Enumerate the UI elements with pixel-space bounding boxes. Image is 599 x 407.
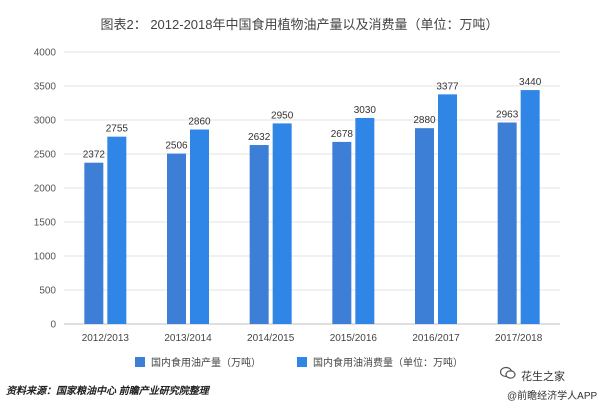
bar-production	[332, 141, 352, 324]
bar-consumption	[107, 136, 127, 324]
data-label: 2860	[188, 117, 211, 128]
y-tick-label: 3000	[34, 116, 57, 127]
y-tick-label: 2000	[34, 184, 57, 195]
x-tick-label: 2013/2014	[164, 333, 212, 344]
chart-title: 图表2： 2012-2018年中国食用植物油产量以及消费量（单位：万吨）	[100, 17, 499, 32]
brand-name: 花生之家	[521, 371, 565, 383]
bar-production	[249, 145, 269, 324]
bar-production	[497, 122, 517, 325]
data-label: 2506	[165, 141, 188, 152]
y-tick-label: 4000	[34, 48, 57, 59]
bar-consumption	[355, 117, 375, 325]
y-tick-label: 500	[39, 286, 56, 297]
bar-consumption	[520, 90, 540, 324]
data-label: 2372	[83, 150, 106, 161]
data-label: 2950	[271, 110, 294, 121]
bar-consumption	[438, 94, 457, 324]
data-label: 3377	[436, 81, 459, 92]
data-label: 3030	[354, 105, 377, 116]
x-tick-label: 2012/2013	[82, 333, 130, 344]
legend-swatch-consumption	[297, 356, 307, 367]
y-tick-label: 1500	[34, 218, 57, 229]
legend-label-consumption: 国内食用油消费量（单位：万吨）	[313, 358, 463, 369]
bar-production	[167, 153, 186, 324]
brand-app: @前瞻经济学人APP	[507, 391, 598, 402]
y-tick-label: 3500	[34, 82, 57, 93]
legend-label-production: 国内食用油产量（万吨）	[151, 358, 261, 369]
source-note: 资料来源：国家粮油中心 前瞻产业研究院整理	[6, 386, 209, 397]
data-label: 2880	[413, 115, 436, 126]
data-label: 2678	[331, 129, 354, 140]
x-tick-label: 2017/2018	[495, 333, 543, 344]
bar-consumption	[272, 123, 292, 325]
wechat-icon	[500, 366, 516, 379]
y-tick-label: 0	[50, 320, 56, 331]
y-tick-label: 2500	[34, 150, 57, 161]
legend-item-production: 国内食用油产量（万吨）	[135, 354, 261, 369]
legend-swatch-production	[135, 356, 145, 367]
x-tick-label: 2016/2017	[412, 333, 460, 344]
x-tick-label: 2014/2015	[247, 333, 295, 344]
legend-item-consumption: 国内食用油消费量（单位：万吨）	[297, 354, 463, 369]
bar-production	[415, 128, 434, 324]
x-tick-label: 2015/2016	[330, 333, 378, 344]
data-label: 2963	[496, 110, 519, 121]
data-label: 2632	[248, 132, 271, 143]
chart-legend: 国内食用油产量（万吨） 国内食用油消费量（单位：万吨）	[135, 354, 463, 369]
bar-production	[84, 162, 104, 324]
data-label: 3440	[519, 77, 542, 88]
data-label: 2755	[106, 124, 129, 135]
bar-consumption	[190, 129, 209, 324]
y-tick-label: 1000	[34, 252, 57, 263]
